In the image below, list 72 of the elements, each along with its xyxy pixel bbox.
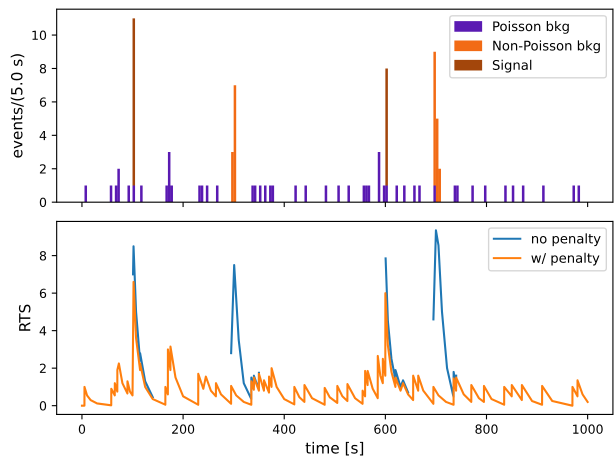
y-axis-title: events/(5.0 s) (10, 54, 24, 158)
bar (140, 185, 143, 202)
legend-label: no penalty (532, 233, 601, 246)
bar (216, 185, 218, 202)
bar (272, 185, 274, 202)
bar (264, 185, 267, 202)
y-tick-label: 2 (40, 364, 46, 373)
legend-label: Non-Poisson bkg (493, 40, 600, 54)
legend-label: w/ penalty (531, 252, 600, 266)
bar (258, 185, 262, 202)
bar (365, 185, 368, 202)
bar (471, 185, 474, 202)
bar (395, 185, 398, 202)
bar (234, 85, 236, 202)
x-tick-label: 200 (172, 424, 194, 434)
bar (132, 18, 136, 186)
bar (433, 185, 436, 202)
y-tick-label: 2 (40, 164, 46, 174)
y-axis-title: RTS (18, 304, 30, 331)
bar (337, 185, 340, 202)
bar (542, 185, 545, 202)
bar (117, 168, 120, 202)
bar (385, 68, 388, 186)
bar (84, 185, 88, 202)
bar (362, 185, 366, 202)
bar (454, 185, 456, 202)
bar (504, 185, 507, 202)
x-axis-title: time [s] (306, 442, 364, 456)
bar (378, 152, 380, 202)
bar (110, 185, 112, 202)
bar (368, 185, 370, 202)
bar (484, 185, 486, 202)
y-tick-label: 8 (40, 64, 46, 74)
bar (168, 152, 170, 202)
bar (198, 185, 201, 202)
bar (456, 185, 459, 202)
y-tick-label: 0 (40, 401, 46, 411)
bar (294, 185, 297, 202)
y-tick-label: 8 (40, 251, 46, 261)
legend-label: Poisson bkg (493, 21, 569, 34)
y-tick-label: 0 (40, 198, 46, 208)
x-tick-label: 400 (272, 424, 296, 434)
bar (413, 185, 416, 202)
x-tick-label: 0 (78, 424, 86, 434)
bar (206, 185, 208, 202)
bar (385, 185, 388, 202)
bar (382, 185, 386, 202)
line-series (80, 280, 589, 407)
x-tick-label: 800 (475, 424, 498, 434)
y-tick-label: 6 (40, 97, 46, 107)
bar (251, 185, 254, 202)
y-tick-label: 4 (40, 130, 46, 140)
bar (127, 185, 130, 202)
bar (572, 185, 575, 202)
bar (512, 185, 514, 202)
bar (522, 185, 524, 202)
bar (200, 185, 204, 202)
bar (324, 185, 328, 202)
bar (304, 185, 307, 202)
y-tick-label: 4 (40, 326, 46, 336)
x-tick-label: 600 (374, 424, 396, 434)
bar (418, 185, 421, 202)
legend-label: Signal (492, 60, 532, 73)
y-tick-label: 10 (32, 30, 46, 40)
bar (132, 185, 136, 202)
bar (269, 185, 272, 202)
bar (403, 185, 406, 202)
y-tick-label: 6 (40, 288, 46, 298)
x-tick-label: 1000 (573, 424, 603, 434)
bar (578, 185, 580, 202)
bar (254, 185, 256, 202)
bar (347, 185, 350, 202)
